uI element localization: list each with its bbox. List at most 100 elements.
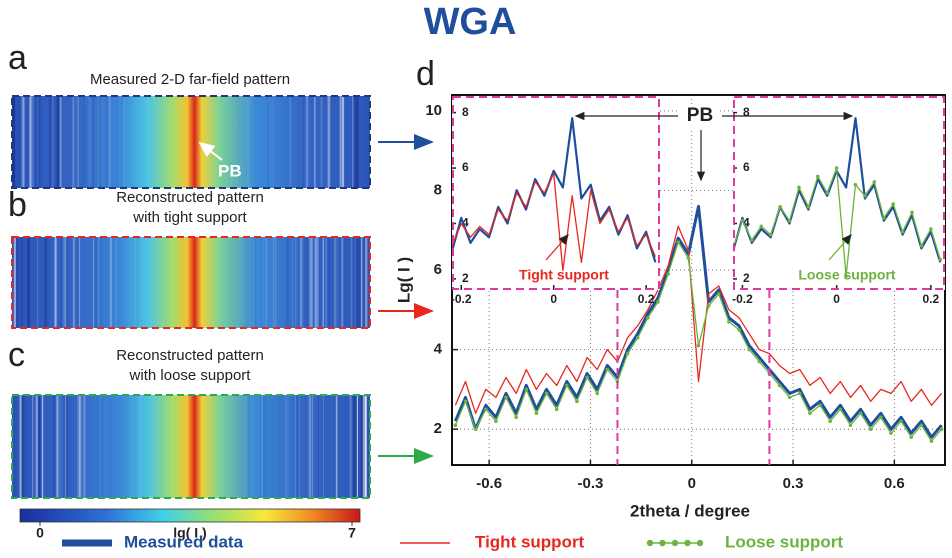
heatmap-stripe bbox=[17, 395, 19, 498]
series-marker bbox=[787, 395, 792, 400]
heatmap-stripe bbox=[286, 395, 288, 498]
annotation: PB bbox=[687, 105, 713, 126]
heatmap-stripe bbox=[54, 237, 57, 328]
heatmap-stripe bbox=[110, 96, 112, 188]
heatmap bbox=[12, 395, 370, 498]
heatmap-stripe bbox=[38, 395, 41, 498]
heatmap-stripe bbox=[349, 395, 352, 498]
heatmap-stripe bbox=[56, 395, 59, 498]
heatmap-stripe bbox=[16, 96, 18, 188]
series-marker bbox=[891, 202, 895, 206]
heatmap-stripe bbox=[39, 395, 41, 498]
heatmap-stripe bbox=[13, 96, 16, 188]
heatmap-stripe bbox=[365, 395, 367, 498]
heatmap-stripe bbox=[46, 237, 49, 328]
heatmap-stripe bbox=[95, 237, 97, 328]
heatmap-stripe bbox=[32, 96, 34, 188]
heatmap-stripe bbox=[52, 96, 53, 188]
x-tick-label: 0 bbox=[550, 292, 557, 306]
series-layer bbox=[452, 117, 657, 272]
heatmap-stripe bbox=[341, 237, 344, 328]
series-marker bbox=[575, 399, 579, 404]
heatmap bbox=[12, 237, 370, 328]
heatmap-stripe bbox=[13, 237, 16, 328]
heatmap-stripe bbox=[210, 96, 211, 188]
heatmap-stripe bbox=[352, 96, 354, 188]
heatmap-stripe bbox=[130, 395, 131, 498]
heatmap-stripe bbox=[154, 96, 155, 188]
series-marker bbox=[938, 257, 943, 262]
panel-caption: with loose support bbox=[129, 367, 252, 384]
heatmap-stripe bbox=[92, 96, 95, 188]
inset-frame bbox=[733, 96, 945, 290]
heatmap-stripe bbox=[125, 395, 127, 498]
heatmap-stripe bbox=[98, 96, 101, 188]
heatmap-stripe bbox=[260, 395, 262, 498]
heatmap-stripe bbox=[34, 96, 36, 188]
heatmap-stripe bbox=[162, 395, 163, 498]
heatmap-stripe bbox=[270, 96, 271, 188]
heatmap-stripe bbox=[228, 395, 229, 498]
heatmap-stripe bbox=[314, 96, 316, 188]
heatmap-stripe bbox=[23, 395, 26, 498]
heatmap-stripe bbox=[91, 237, 93, 328]
line-chart: 2 4 6 8 10 -0.6 -0.3 0 0.3 0.6 2 4 6 8 -0.2 0 0.2 Tight s… bbox=[425, 94, 946, 492]
heatmap-stripe bbox=[88, 96, 91, 188]
series-marker bbox=[899, 419, 903, 424]
x-tick-label: 0.2 bbox=[638, 292, 655, 306]
series-line bbox=[454, 225, 943, 414]
heatmap-stripe bbox=[233, 237, 234, 328]
x-tick-label: -0.6 bbox=[476, 475, 502, 492]
heatmap-stripe bbox=[359, 237, 360, 328]
heatmap-stripe bbox=[341, 395, 343, 498]
heatmap-stripe bbox=[248, 395, 251, 498]
heatmap-stripe bbox=[100, 237, 101, 328]
heatmap-stripe bbox=[115, 237, 117, 328]
series-marker bbox=[635, 335, 640, 340]
heatmap-stripe bbox=[245, 395, 249, 498]
heatmap-stripe bbox=[32, 395, 34, 498]
x-tick-label: 0 bbox=[833, 292, 840, 306]
heatmap-stripe bbox=[68, 395, 71, 498]
heatmap-stripe bbox=[67, 237, 69, 328]
heatmap-stripe bbox=[360, 237, 363, 328]
heatmap-stripe bbox=[59, 395, 62, 498]
heatmap-stripe bbox=[354, 395, 357, 498]
heatmap-stripe bbox=[136, 237, 139, 328]
x-tick-label: -0.2 bbox=[732, 292, 753, 306]
y-tick-label: 6 bbox=[462, 160, 469, 174]
heatmap-stripe bbox=[318, 395, 319, 498]
heatmap-stripe bbox=[14, 395, 16, 498]
heatmap-stripe bbox=[265, 237, 268, 328]
heatmap-stripe bbox=[63, 395, 65, 498]
heatmap-stripe bbox=[20, 395, 22, 498]
heatmap-stripe bbox=[176, 237, 178, 328]
series-marker bbox=[879, 415, 883, 420]
heatmap-stripe bbox=[72, 237, 75, 328]
series-marker bbox=[929, 227, 933, 231]
heatmap-stripe bbox=[366, 395, 368, 498]
heatmap-stripe bbox=[172, 96, 174, 188]
heatmap-stripe bbox=[133, 237, 135, 328]
colorbar-tick-label: 0 bbox=[36, 525, 44, 541]
heatmap-stripe bbox=[165, 96, 167, 188]
heatmap-stripe bbox=[304, 237, 307, 328]
legend-marker bbox=[696, 539, 704, 547]
heatmap-stripe bbox=[355, 96, 359, 188]
heatmap-frame bbox=[11, 95, 371, 189]
heatmap-stripe bbox=[297, 96, 299, 188]
heatmap-stripe bbox=[291, 237, 294, 328]
heatmap-stripe bbox=[108, 96, 111, 188]
heatmap-stripe bbox=[286, 395, 289, 498]
heatmap-stripe bbox=[77, 96, 79, 188]
heatmap-stripe bbox=[107, 96, 108, 188]
heatmap-stripe bbox=[354, 237, 357, 328]
series-marker bbox=[808, 411, 812, 416]
series-marker bbox=[818, 403, 822, 408]
series-marker bbox=[747, 347, 751, 352]
heatmap-stripe bbox=[359, 237, 361, 328]
heatmap-stripe bbox=[330, 96, 332, 188]
heatmap-stripe bbox=[307, 96, 309, 188]
heatmap-stripe bbox=[217, 237, 219, 328]
annotation-arrow bbox=[198, 141, 223, 161]
